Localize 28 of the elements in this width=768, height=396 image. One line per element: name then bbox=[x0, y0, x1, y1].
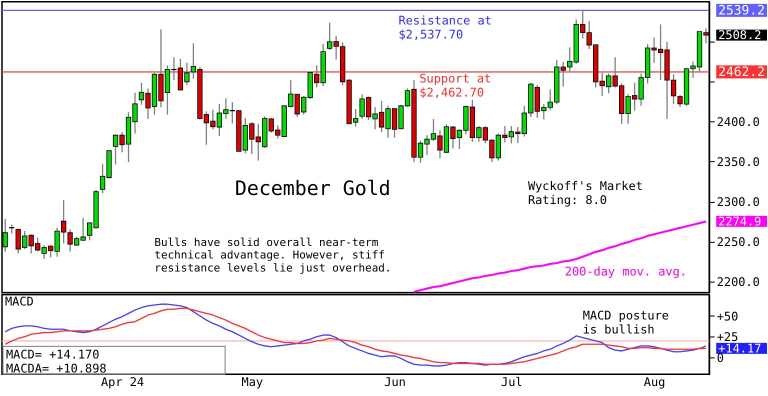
y-tick-label: 2350.0 bbox=[716, 155, 760, 170]
annotation: MACD= +14.170 MACDA= +10.898 bbox=[6, 347, 107, 376]
x-tick-label: Aug bbox=[644, 374, 666, 389]
series-label: 200-day mov. avg. bbox=[564, 264, 687, 279]
x-tick-label: Apr 24 bbox=[100, 374, 144, 389]
y-tick-label: 2250.0 bbox=[716, 234, 760, 249]
candlestick bbox=[9, 224, 14, 234]
y-tick-label: 2400.0 bbox=[716, 115, 760, 130]
annotation: Wyckoff's Market Rating: 8.0 bbox=[528, 179, 643, 207]
annotation: Bulls have solid overall near-term technical advantage. However, stiff resistance levels lie just overhead. bbox=[154, 236, 392, 275]
annotation: Support at $2,462.70 bbox=[419, 71, 492, 100]
line-series bbox=[413, 220, 707, 293]
x-tick-label: Jun bbox=[384, 374, 406, 389]
y-tick-label: +25 bbox=[716, 330, 738, 344]
annotation: MACD posture is bullish bbox=[582, 308, 669, 336]
ref-line-label: 2539.2 bbox=[718, 3, 765, 18]
text: 2274.9 bbox=[718, 214, 762, 228]
annotation: Resistance at $2,537.70 bbox=[398, 14, 492, 42]
text: 2508.2 bbox=[718, 28, 762, 42]
y-tick-label: 2300.0 bbox=[716, 195, 760, 210]
x-tick-label: Jul bbox=[501, 374, 523, 389]
text: December Gold bbox=[234, 177, 391, 200]
y-tick-label: 2200.0 bbox=[716, 274, 760, 289]
y-tick-label: +50 bbox=[716, 309, 738, 324]
x-tick-label: May bbox=[242, 374, 264, 389]
y-tick-label: 0 bbox=[716, 351, 724, 366]
ref-line-label: 2462.2 bbox=[718, 64, 765, 80]
chart-title: MACD bbox=[4, 294, 34, 309]
